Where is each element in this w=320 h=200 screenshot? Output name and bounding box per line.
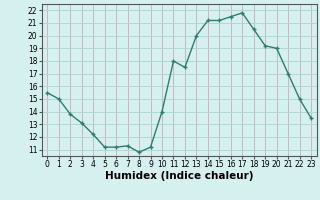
X-axis label: Humidex (Indice chaleur): Humidex (Indice chaleur): [105, 171, 253, 181]
